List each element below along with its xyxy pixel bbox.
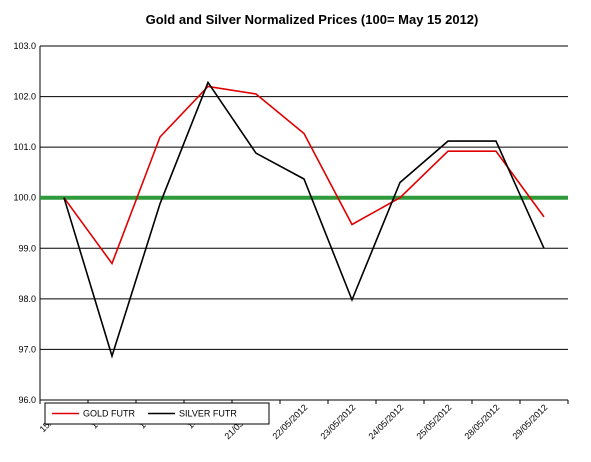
- legend-label: SILVER FUTR: [179, 409, 237, 419]
- y-tick-label: 98.0: [18, 294, 36, 304]
- y-tick-label: 101.0: [13, 142, 36, 152]
- chart-title: Gold and Silver Normalized Prices (100= …: [146, 12, 479, 27]
- series-line-1: [63, 80, 545, 359]
- x-tick-label: 28/05/2012: [462, 402, 501, 441]
- y-tick-label: 100.0: [13, 193, 36, 203]
- gridlines: [40, 45, 568, 401]
- y-tick-label: 99.0: [18, 243, 36, 253]
- series-layer: [63, 80, 545, 359]
- legend-label: GOLD FUTR: [83, 409, 136, 419]
- y-tick-label: 97.0: [18, 344, 36, 354]
- x-tick-label: 25/05/2012: [414, 402, 453, 441]
- x-tick-label: 22/05/2012: [270, 402, 309, 441]
- series-line-0: [63, 85, 545, 266]
- y-tick-label: 96.0: [18, 395, 36, 405]
- x-tick-label: 24/05/2012: [366, 402, 405, 441]
- x-tick-label: 23/05/2012: [318, 402, 357, 441]
- legend: GOLD FUTR SILVER FUTR: [44, 402, 270, 425]
- y-tick-label: 103.0: [13, 41, 36, 51]
- y-tick-label: 102.0: [13, 92, 36, 102]
- x-tick-label: 29/05/2012: [510, 402, 549, 441]
